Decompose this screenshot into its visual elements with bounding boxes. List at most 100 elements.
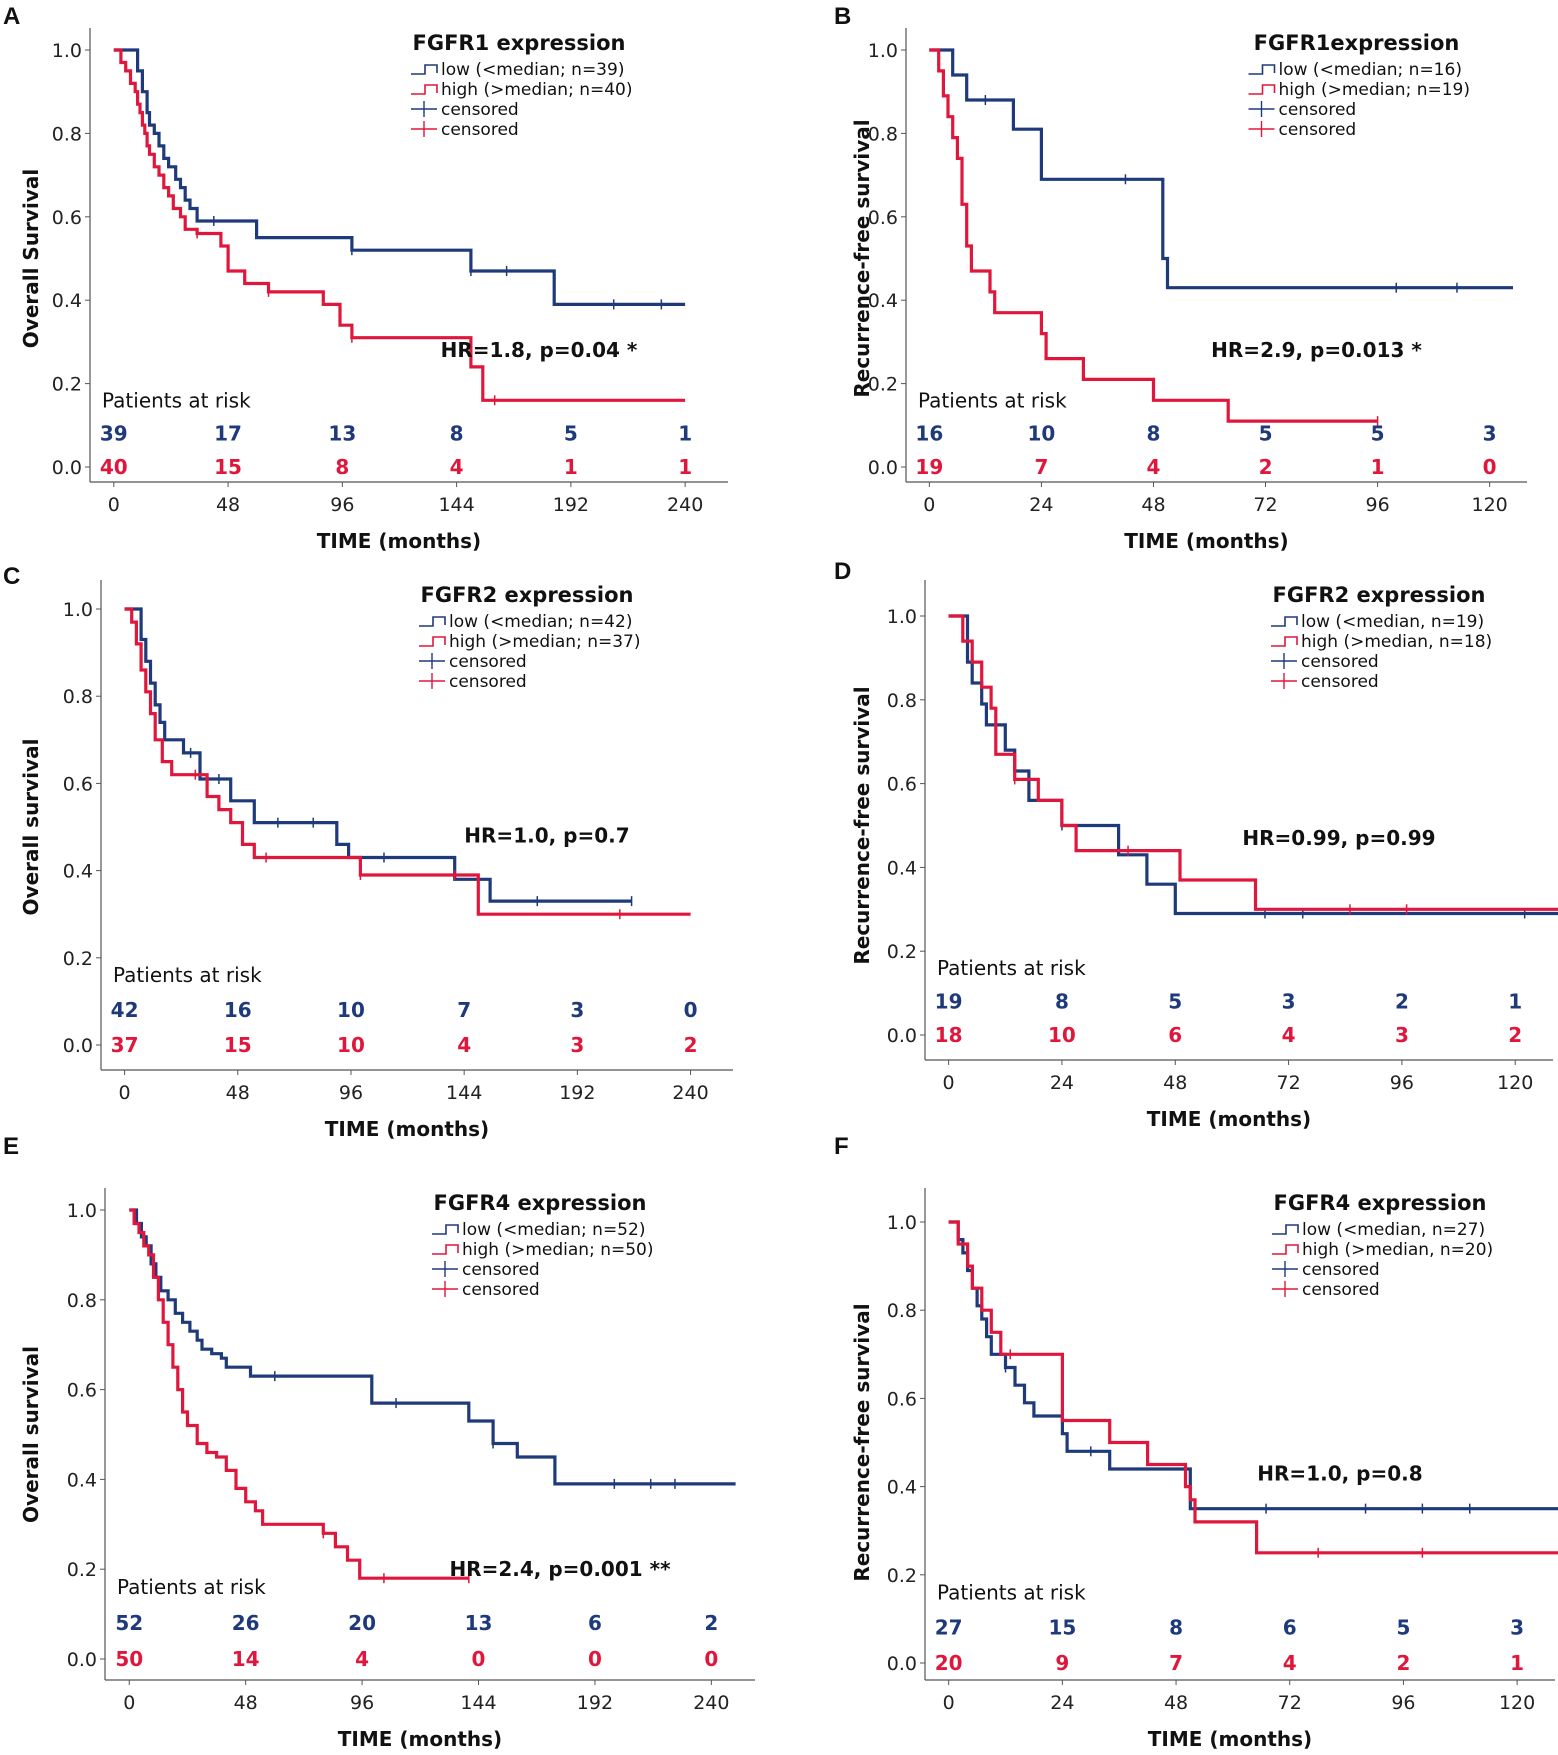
panel-d-ytick-label: 0.4	[887, 857, 917, 879]
panel-b-curve-low	[929, 48, 1513, 290]
panel-a-curve-high	[113, 48, 686, 402]
panel-f-ylabel: Recurrence-free survival	[850, 1303, 874, 1581]
panel-e-risk-low: 20	[348, 1611, 376, 1635]
panel-d-xtick-label: 48	[1163, 1072, 1187, 1094]
panel-c-risk-low: 42	[111, 998, 139, 1022]
panel-f-risk-low: 27	[935, 1616, 963, 1640]
panel-b-ytick-label: 0.8	[868, 123, 898, 145]
panel-f-risk-title: Patients at risk	[937, 1580, 1086, 1604]
panel-a-label: A	[3, 3, 20, 30]
panel-b-xtick-label: 72	[1253, 494, 1277, 516]
panel-f-legend-entry: low (<median, n=27)	[1302, 1220, 1485, 1240]
panel-f-legend-entry: censored	[1302, 1280, 1380, 1300]
panel-d-xtick-label: 96	[1390, 1072, 1414, 1094]
panel-a-xtick-label: 0	[108, 494, 120, 516]
panel-b-risk-high: 4	[1147, 455, 1161, 479]
panel-d-hr-annotation: HR=0.99, p=0.99	[1242, 826, 1435, 850]
panel-e-ytick-label: 0.6	[67, 1380, 97, 1402]
panel-e-legend-title: FGFR4 expression	[433, 1191, 646, 1215]
panel-b-hr-annotation: HR=2.9, p=0.013 *	[1211, 338, 1422, 362]
panel-e-risk-high: 0	[704, 1647, 718, 1671]
panel-e-legend-entry: censored	[462, 1260, 540, 1280]
panel-c-hr-annotation: HR=1.0, p=0.7	[464, 824, 629, 848]
panel-e-xtick-label: 0	[123, 1692, 135, 1714]
panel-f-xtick-label: 48	[1164, 1692, 1188, 1714]
panel-b-risk-low: 16	[915, 422, 943, 446]
panel-b-risk-high: 0	[1483, 455, 1497, 479]
panel-e-ytick-label: 0.4	[67, 1469, 97, 1491]
panel-b-curve-high	[929, 48, 1378, 423]
panel-d-risk-high: 10	[1048, 1023, 1076, 1047]
panel-f-risk-low: 5	[1396, 1616, 1410, 1640]
panel-c-xtick-label: 240	[672, 1082, 708, 1104]
panel-e-ytick-label: 0.2	[67, 1559, 97, 1581]
panel-e-legend-entry: censored	[462, 1280, 540, 1300]
panel-f-risk-low: 3	[1510, 1616, 1524, 1640]
panel-a-risk-high: 1	[678, 455, 692, 479]
panel-a-curve-low	[113, 48, 686, 306]
panel-d-xlabel: TIME (months)	[1147, 1107, 1311, 1131]
panel-b-xlabel: TIME (months)	[1124, 529, 1288, 553]
panel-c-ytick-label: 0.4	[63, 861, 93, 883]
panel-b-ytick-label: 0.0	[868, 457, 898, 479]
panel-b-risk-title: Patients at risk	[918, 388, 1067, 412]
panel-f-legend-step-icon	[1272, 1224, 1299, 1235]
panel-a-ytick-label: 0.0	[52, 457, 82, 479]
panel-e-risk-low: 52	[115, 1611, 143, 1635]
panel-e-risk-high: 0	[472, 1647, 486, 1671]
panel-d-legend-step-icon	[1271, 636, 1298, 647]
panel-d-legend-entry: censored	[1301, 672, 1379, 692]
panel-d-ytick-label: 0.8	[887, 690, 917, 712]
panel-c-risk-low: 7	[457, 998, 471, 1022]
panel-c-risk-title: Patients at risk	[113, 963, 262, 987]
panel-a-legend-title: FGFR1 expression	[412, 31, 625, 55]
panel-c-risk-low: 16	[224, 998, 252, 1022]
panel-c-label: C	[3, 563, 20, 590]
panel-f-curve-low	[948, 1220, 1558, 1511]
panel-a-risk-high: 8	[335, 455, 349, 479]
panel-b-legend-entry: censored	[1279, 100, 1357, 120]
panel-f-risk-high: 9	[1055, 1651, 1069, 1675]
panel-b-risk-low: 10	[1027, 422, 1055, 446]
panel-f-risk-low: 8	[1169, 1616, 1183, 1640]
panel-c-risk-high: 4	[457, 1033, 471, 1057]
panel-f-ytick-label: 0.8	[887, 1300, 917, 1322]
panel-a-legend-entry: censored	[441, 120, 519, 140]
panel-e-xtick-label: 96	[350, 1692, 374, 1714]
panel-d-risk-high: 3	[1395, 1023, 1409, 1047]
panel-d-risk-high: 6	[1168, 1023, 1182, 1047]
panel-a-risk-high: 1	[564, 455, 578, 479]
panel-a-xlabel: TIME (months)	[317, 529, 481, 553]
panel-e-ytick-label: 1.0	[67, 1200, 97, 1222]
panel-b-risk-low: 8	[1147, 422, 1161, 446]
panel-a-ytick-label: 1.0	[52, 40, 82, 62]
panel-e-risk-title: Patients at risk	[117, 1575, 266, 1599]
panel-e-ytick-label: 0.8	[67, 1290, 97, 1312]
panel-e-xtick-label: 144	[460, 1692, 496, 1714]
panel-c-legend-entry: censored	[449, 672, 527, 692]
panel-f-curve-high	[948, 1220, 1558, 1555]
panel-b-legend-entry: low (<median; n=16)	[1279, 60, 1462, 80]
panel-a-xtick-label: 240	[667, 494, 703, 516]
panel-b-ytick-label: 0.4	[868, 290, 898, 312]
panel-b-risk-high: 19	[915, 455, 943, 479]
panel-e-curve-high	[129, 1208, 469, 1580]
panel-e-risk-high: 4	[355, 1647, 369, 1671]
panel-e-risk-low: 26	[232, 1611, 260, 1635]
panel-b-risk-high: 2	[1259, 455, 1273, 479]
panel-e-legend-step-icon	[432, 1244, 459, 1255]
panel-d-curve-low	[948, 614, 1558, 916]
panel-c-xtick-label: 144	[446, 1082, 482, 1104]
panel-c-legend-step-icon	[419, 616, 446, 627]
panel-a-risk-low: 1	[678, 422, 692, 446]
panel-c-risk-high: 15	[224, 1033, 252, 1057]
panel-e-legend-entry: low (<median; n=52)	[462, 1220, 645, 1240]
panel-e-xtick-label: 240	[693, 1692, 729, 1714]
panel-d-risk-low: 2	[1395, 989, 1409, 1013]
panel-e-risk-high: 50	[115, 1647, 143, 1671]
panel-d-risk-low: 5	[1168, 989, 1182, 1013]
